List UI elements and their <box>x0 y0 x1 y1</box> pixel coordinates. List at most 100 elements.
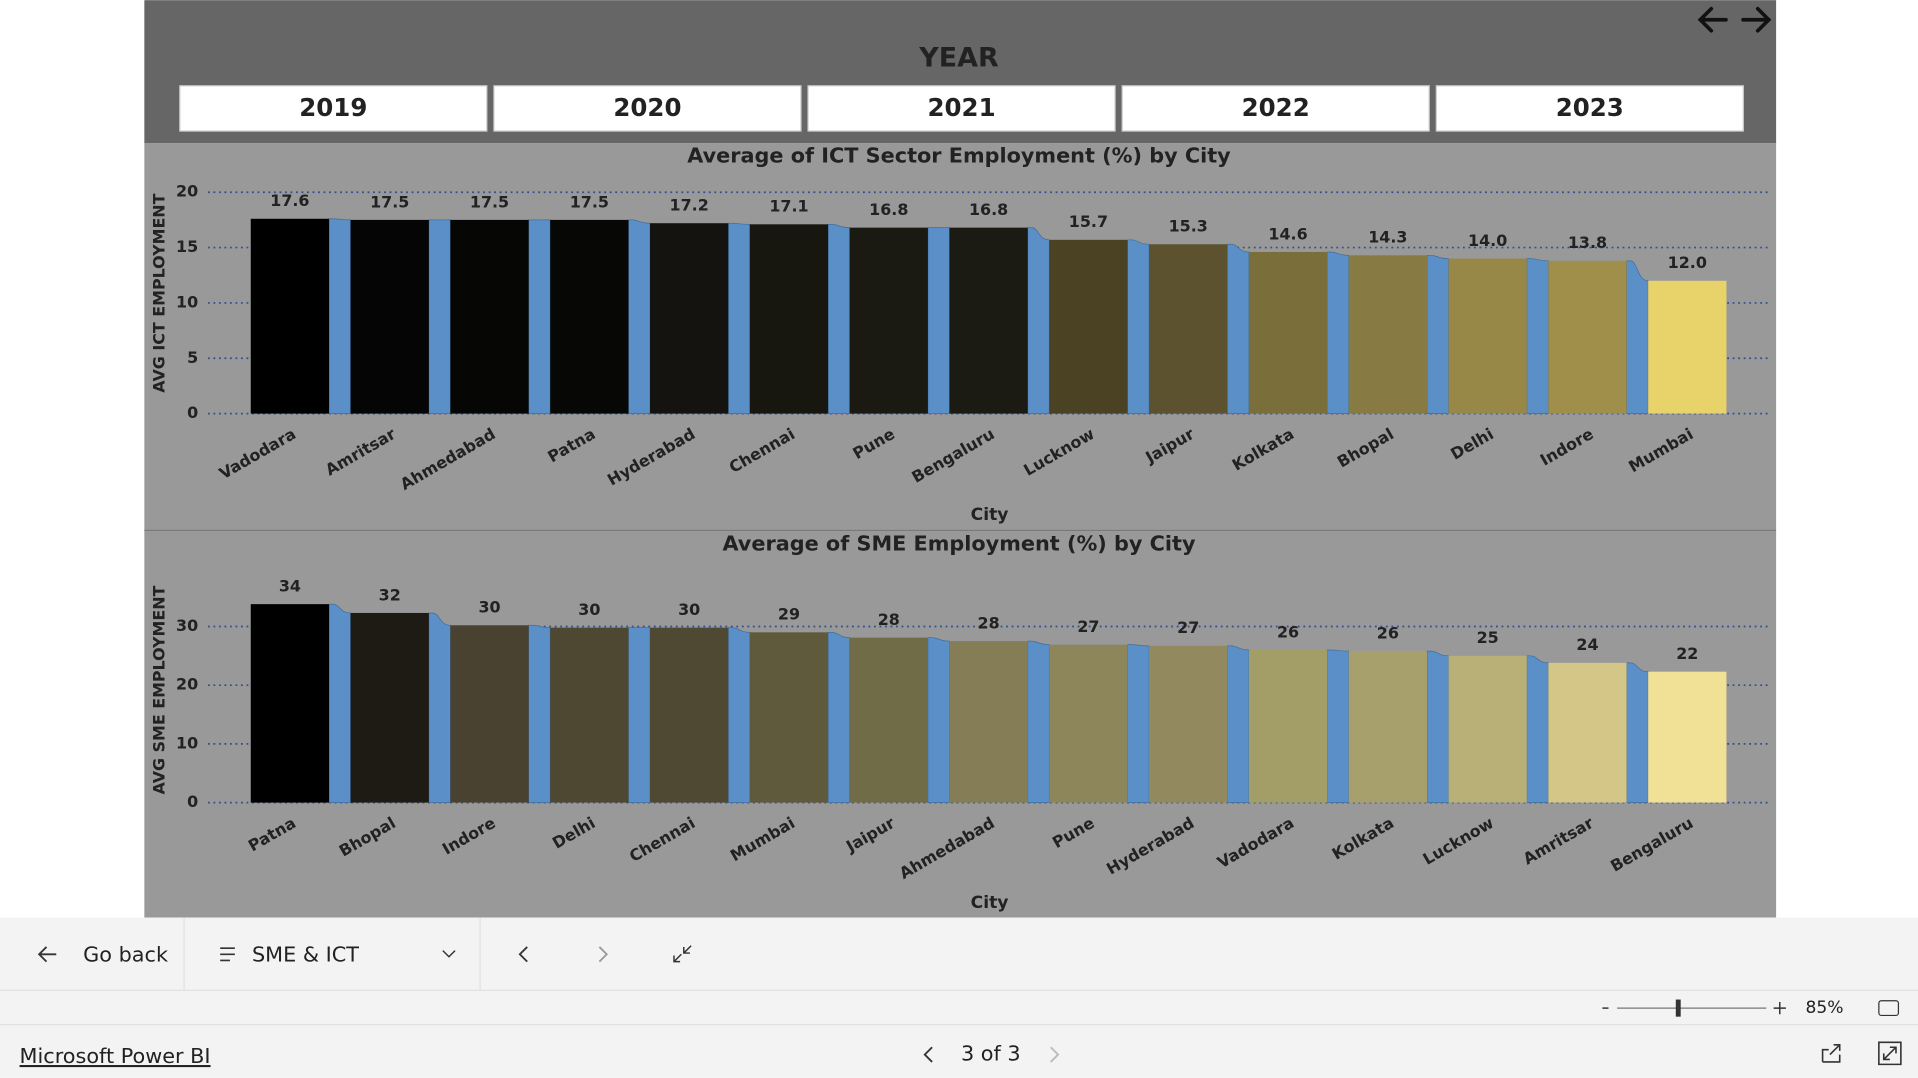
bar <box>1348 651 1428 803</box>
bar <box>1149 645 1228 803</box>
data-label: 26 <box>1277 622 1299 641</box>
bar <box>450 625 529 803</box>
go-back-button[interactable]: Go back <box>37 943 168 967</box>
slicer-option[interactable]: 2023 <box>1556 93 1624 122</box>
ribbon <box>1626 260 1649 414</box>
bar <box>350 219 429 414</box>
bar <box>1648 280 1727 414</box>
data-label: 16.8 <box>869 200 908 219</box>
data-label: 28 <box>878 610 900 629</box>
slicer-option-box[interactable] <box>1121 85 1430 132</box>
ribbon <box>1027 640 1050 803</box>
toolbar-bg <box>0 917 1918 1078</box>
slicer-option[interactable]: 2021 <box>928 93 996 122</box>
ribbon <box>927 227 950 414</box>
bar <box>1149 244 1228 414</box>
page-menu-label[interactable]: SME & ICT <box>252 943 359 967</box>
data-label: 34 <box>279 577 301 596</box>
y-tick-label: 15 <box>176 237 198 256</box>
y-tick-label: 30 <box>176 616 198 635</box>
zoom-thumb[interactable] <box>1675 999 1681 1017</box>
x-axis-title: City <box>971 505 1009 525</box>
slicer-option[interactable]: 2019 <box>299 93 367 122</box>
ribbon <box>1526 258 1549 414</box>
data-label: 13.8 <box>1568 233 1607 252</box>
y-tick-label: 0 <box>187 403 198 422</box>
slicer-option-box[interactable] <box>179 85 488 132</box>
zoom-in-button[interactable] <box>1773 1001 1786 1015</box>
ribbon <box>1426 650 1449 803</box>
data-label: 30 <box>678 600 700 619</box>
y-tick-label: 20 <box>176 182 198 201</box>
ribbon <box>428 219 451 414</box>
back-icon <box>37 946 57 963</box>
ribbon <box>528 219 551 414</box>
brand-link[interactable]: Microsoft Power BI <box>20 1044 211 1068</box>
data-label: 17.5 <box>470 192 509 211</box>
prev-page-button[interactable] <box>518 946 528 963</box>
next-page-button[interactable] <box>598 946 609 963</box>
bar <box>550 627 629 803</box>
y-axis-title: AVG ICT EMPLOYMENT <box>150 193 169 392</box>
ribbon <box>1227 243 1250 414</box>
data-label: 24 <box>1576 635 1598 654</box>
ribbon <box>628 219 651 414</box>
bar <box>849 637 928 803</box>
x-axis-title: City <box>971 893 1009 913</box>
fit-page-button[interactable] <box>1878 1000 1900 1017</box>
data-label: 17.1 <box>769 197 808 216</box>
ribbon <box>727 627 751 803</box>
fullscreen-button[interactable] <box>1878 1041 1902 1066</box>
y-tick-label: 10 <box>176 733 198 752</box>
data-label: 32 <box>379 585 401 604</box>
data-label: 17.2 <box>670 196 709 215</box>
data-label: 28 <box>978 614 1000 633</box>
y-tick-label: 20 <box>176 675 198 694</box>
ribbon <box>1227 645 1250 803</box>
page-menu[interactable]: SME & ICT <box>220 943 456 967</box>
bar <box>1049 239 1128 414</box>
ribbon <box>428 612 451 803</box>
data-label: 17.6 <box>270 191 309 210</box>
ribbon <box>1626 662 1649 803</box>
bar <box>849 227 928 414</box>
data-label: 14.6 <box>1268 224 1307 243</box>
slicer-option[interactable]: 2020 <box>613 93 681 122</box>
data-label: 14.3 <box>1368 228 1407 247</box>
data-label: 17.5 <box>370 192 409 211</box>
data-label: 29 <box>778 605 800 624</box>
data-label: 27 <box>1077 617 1099 636</box>
y-tick-label: 0 <box>187 792 198 811</box>
ribbon <box>328 603 351 803</box>
footer-prev[interactable] <box>923 1046 933 1063</box>
slicer-option-box[interactable] <box>807 85 1116 132</box>
chart-title: Average of SME Employment (%) by City <box>722 532 1195 556</box>
slicer-option-box[interactable] <box>493 85 802 132</box>
share-button[interactable] <box>1821 1044 1841 1063</box>
nav-forward-arrow[interactable] <box>1741 6 1772 33</box>
bar <box>350 612 429 803</box>
go-back-label[interactable]: Go back <box>83 943 168 967</box>
bar <box>250 218 330 414</box>
ribbon <box>1326 251 1350 414</box>
bar <box>1648 671 1727 803</box>
data-label: 22 <box>1676 644 1698 663</box>
slicer-options: 2019 2020 2021 2022 2023 <box>179 85 1744 132</box>
ribbon <box>1526 655 1549 803</box>
bar <box>550 219 629 414</box>
bar <box>749 224 829 414</box>
zoom-level: 85% <box>1805 998 1843 1018</box>
footer-next[interactable] <box>1050 1046 1060 1063</box>
data-label: 27 <box>1177 618 1199 637</box>
y-tick-label: 5 <box>187 348 198 367</box>
slicer-option[interactable]: 2022 <box>1242 93 1310 122</box>
bar <box>949 227 1028 414</box>
exit-focus-button[interactable] <box>673 945 692 963</box>
bar <box>1448 258 1527 414</box>
nav-back-arrow[interactable] <box>1697 6 1728 33</box>
page-indicator: 3 of 3 <box>961 1042 1021 1066</box>
nav-arrows[interactable] <box>1697 6 1772 33</box>
bar <box>1049 644 1128 803</box>
slicer-option-box[interactable] <box>1435 85 1744 132</box>
data-label: 30 <box>478 598 500 617</box>
